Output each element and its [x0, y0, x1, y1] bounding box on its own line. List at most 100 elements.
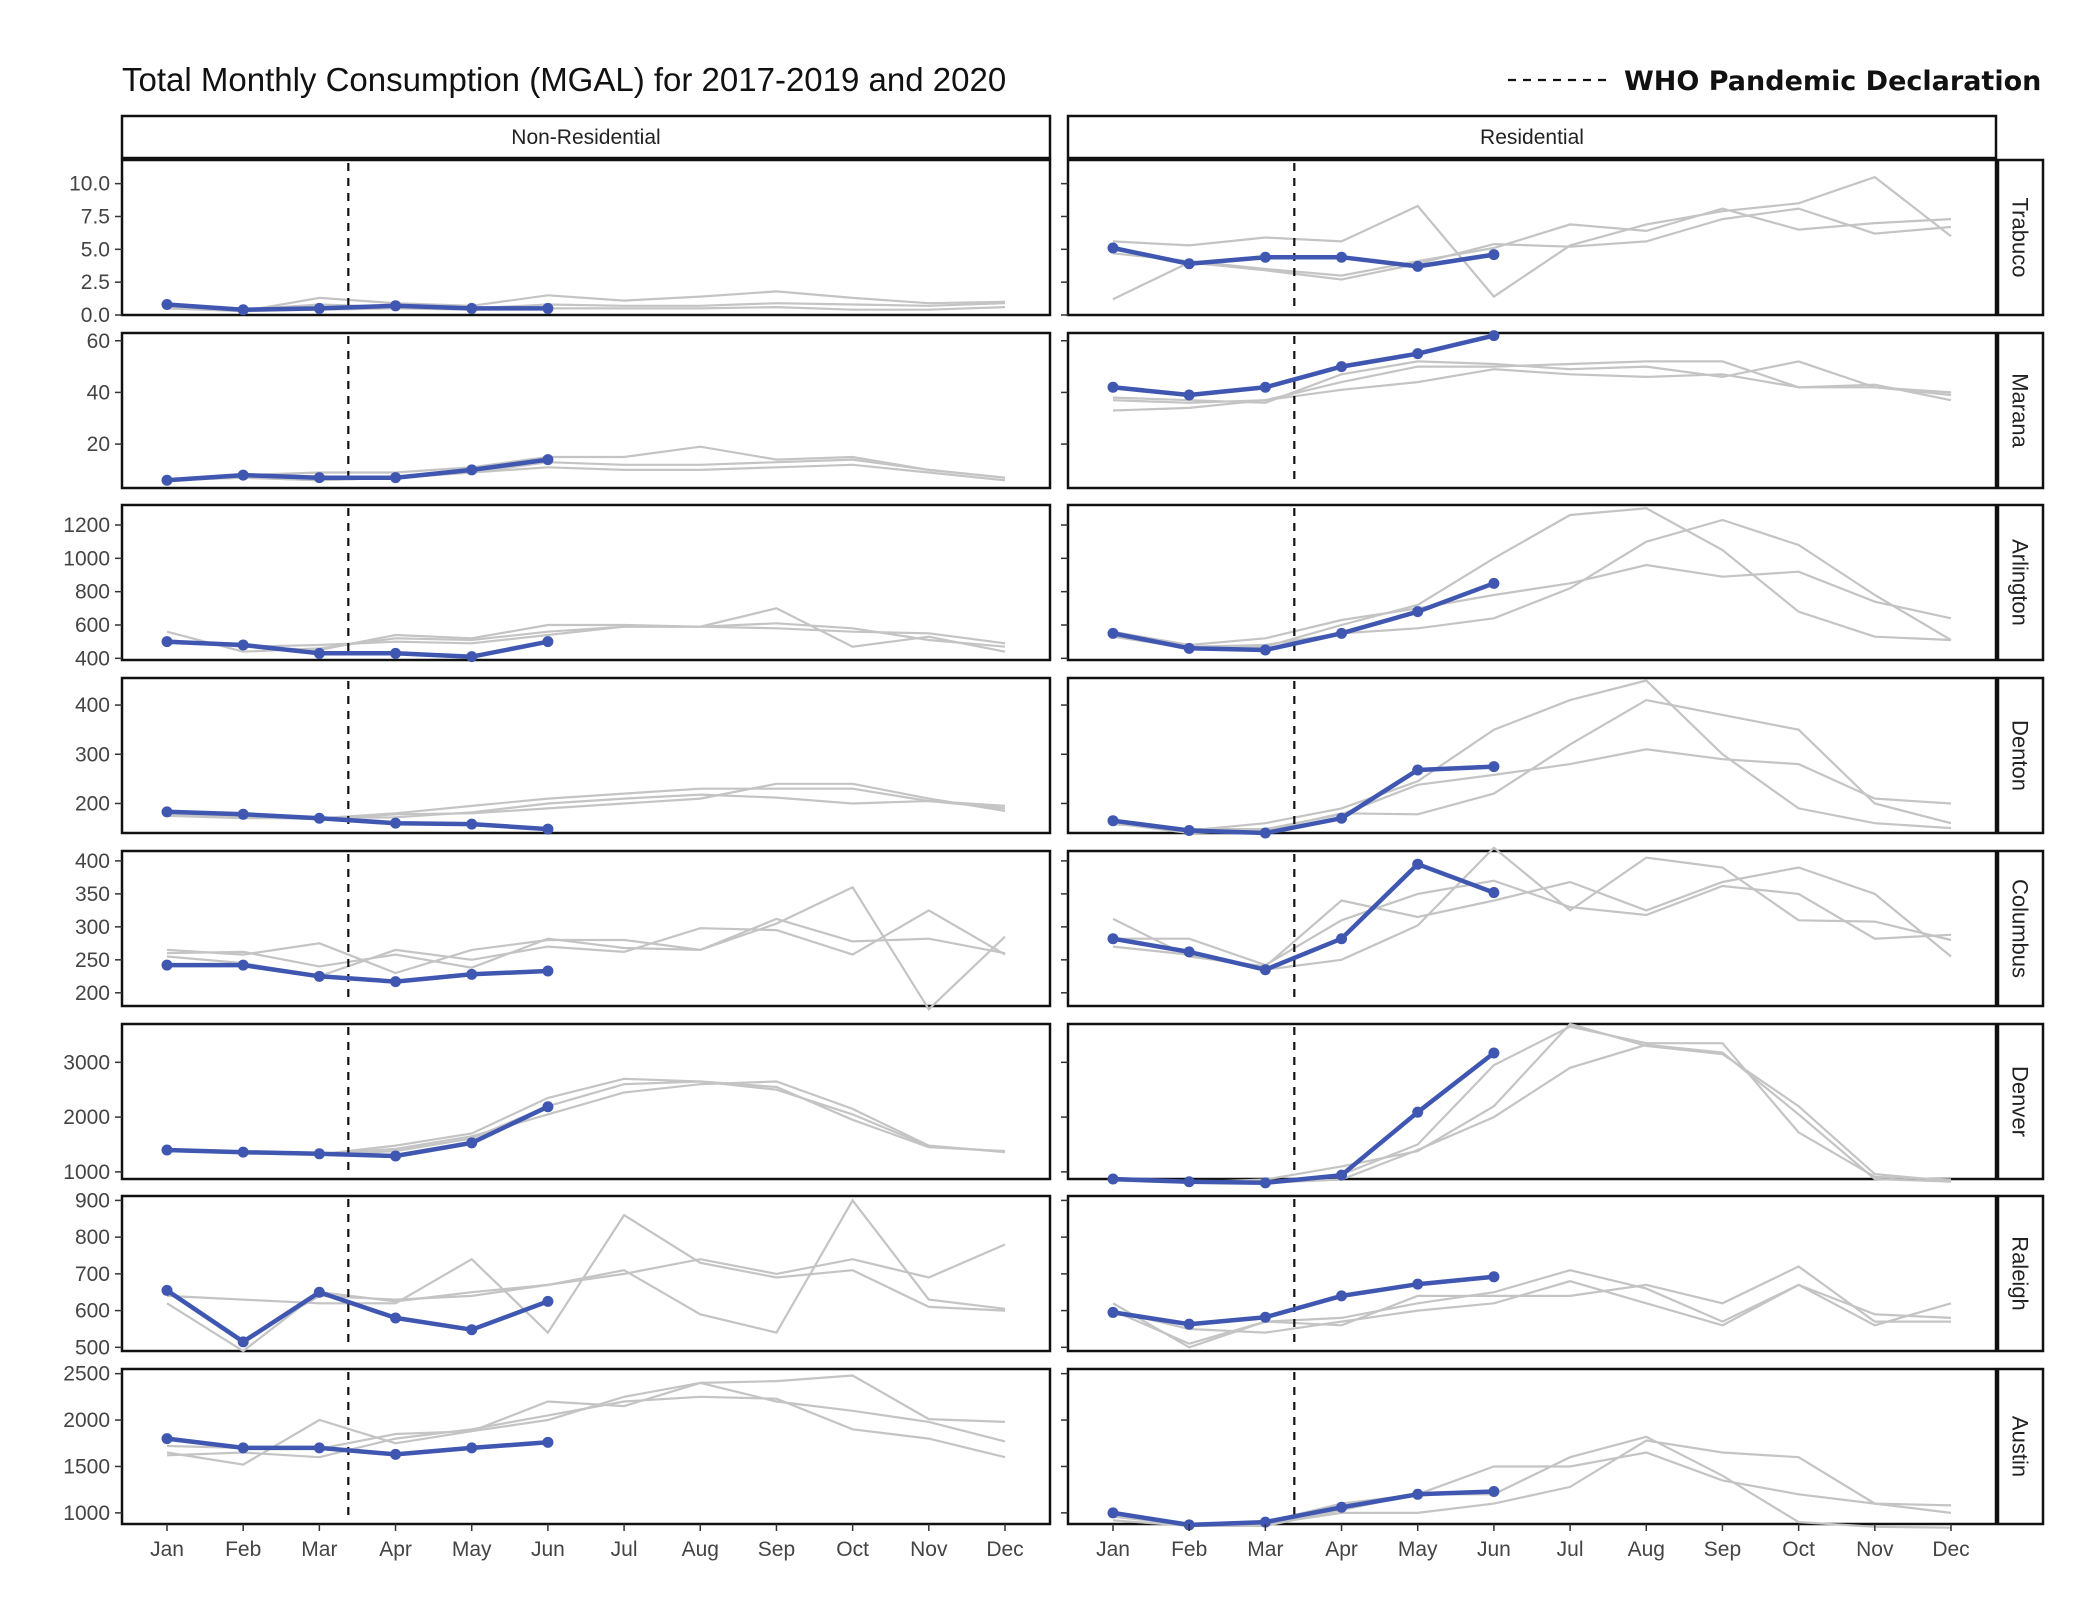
history-series-line	[166, 445, 1006, 482]
series-2020-point	[390, 1312, 402, 1324]
series-2020-point	[1259, 644, 1271, 656]
panel: 200 250 300 350 400	[75, 849, 1052, 1012]
row-strip-label: Denver	[2008, 1066, 2033, 1137]
x-tick-label: Mar	[1247, 1538, 1283, 1561]
series-2020-point	[1259, 251, 1271, 263]
series-2020-point	[542, 636, 554, 648]
panel-frame	[120, 849, 1052, 1008]
series-2020-line	[1112, 333, 1495, 398]
series-2020-point	[1336, 1290, 1348, 1302]
series-2020-point	[466, 1137, 478, 1149]
series-2020-point	[1412, 1488, 1424, 1500]
series-2020-line	[166, 457, 549, 483]
facet-row-marana: Marana 20 40 60	[87, 330, 2045, 490]
x-tick-label: Dec	[986, 1538, 1023, 1561]
x-tick-label: May	[1398, 1538, 1438, 1561]
series-2020-line	[1112, 764, 1495, 836]
x-tick-label: May	[452, 1538, 492, 1561]
series-2020-point	[542, 1295, 554, 1307]
series-2020-point	[1488, 761, 1500, 773]
panel-frame	[1066, 1022, 1998, 1181]
row-strip	[1996, 1022, 2045, 1181]
series-2020-point	[161, 298, 173, 310]
series-2020-point	[161, 636, 173, 648]
y-tick-label: 400	[75, 647, 110, 670]
panel-frame	[1066, 331, 1998, 490]
series-2020-point	[542, 454, 554, 466]
y-tick-label: 5.0	[81, 238, 110, 261]
row-strip	[1996, 849, 2045, 1008]
series-2020-point	[237, 808, 249, 820]
series-2020-point	[1259, 1177, 1271, 1189]
panel	[1061, 503, 1998, 662]
y-tick-label: 200	[75, 792, 110, 815]
series-2020-point	[237, 639, 249, 651]
facet-rows: Trabuco 0.0 2.5 5.0 7.5 10.0 Marana 20 40 60 Arlin…	[63, 158, 2045, 1531]
row-strip	[1996, 158, 2045, 317]
panel: 1000 1500 2000 2500	[63, 1363, 1052, 1526]
series-2020-point	[1259, 381, 1271, 393]
series-2020-point	[1412, 260, 1424, 272]
y-tick-label: 1000	[63, 1161, 110, 1184]
x-tick-label: Aug	[682, 1538, 719, 1561]
y-tick-label: 2500	[63, 1363, 110, 1386]
series-2020-point	[1107, 815, 1119, 827]
series-2020-point	[237, 959, 249, 971]
x-tick-label: Apr	[1325, 1538, 1358, 1561]
panel	[1061, 1367, 1998, 1531]
series-2020-point	[542, 1101, 554, 1113]
x-tick-label: Jul	[611, 1538, 638, 1561]
series-2020-point	[161, 806, 173, 818]
series-2020-point	[1183, 389, 1195, 401]
column-strip	[120, 114, 1052, 160]
series-2020-point	[237, 1442, 249, 1454]
panel: 20 40 60	[87, 330, 1052, 490]
row-strip-label: Arlington	[2008, 539, 2033, 626]
x-tick-label: Mar	[301, 1538, 337, 1561]
panel	[1061, 158, 1998, 317]
series-2020-point	[1183, 258, 1195, 270]
series-2020-point	[1107, 933, 1119, 945]
row-strip	[1996, 1367, 2045, 1526]
y-tick-label: 600	[75, 1300, 110, 1323]
series-2020-point	[1336, 933, 1348, 945]
y-tick-label: 10.0	[69, 173, 110, 196]
facet-row-trabuco: Trabuco 0.0 2.5 5.0 7.5 10.0	[69, 158, 2045, 327]
series-2020-point	[161, 1433, 173, 1445]
series-2020-point	[1183, 642, 1195, 654]
y-tick-label: 200	[75, 982, 110, 1005]
series-2020-point	[1259, 827, 1271, 839]
series-2020-point	[1488, 1486, 1500, 1498]
series-2020-point	[1488, 577, 1500, 589]
facet-row-denton: Denton 200 300 400	[75, 676, 2045, 839]
history-series-line	[1112, 518, 1952, 648]
y-tick-label: 300	[75, 743, 110, 766]
row-strip-label: Austin	[2008, 1416, 2033, 1477]
series-2020-point	[1336, 1169, 1348, 1181]
panel-frame	[120, 331, 1052, 490]
y-tick-label: 1500	[63, 1455, 110, 1478]
y-tick-label: 400	[75, 850, 110, 873]
series-2020-line	[166, 1104, 549, 1159]
series-2020-point	[237, 304, 249, 316]
y-tick-label: 1000	[63, 1502, 110, 1525]
series-2020-point	[1183, 825, 1195, 837]
facet-row-columbus: Columbus 200 250 300 350 400	[75, 846, 2045, 1012]
x-axes: Jan Feb Mar Apr May Jun Jul Aug Sep Oct Nov Dec Jan F…	[150, 1524, 1970, 1561]
series-2020-point	[466, 818, 478, 830]
series-2020-line	[1112, 245, 1495, 269]
series-2020-line	[166, 809, 549, 832]
series-2020-point	[313, 1442, 325, 1454]
row-strip-label: Columbus	[2008, 879, 2033, 978]
panel-frame	[1066, 849, 1998, 1008]
y-tick-label: 800	[75, 581, 110, 604]
history-series-line	[1112, 748, 1952, 831]
series-2020-point	[237, 469, 249, 481]
x-tick-label: Oct	[1782, 1538, 1815, 1561]
series-2020-point	[313, 302, 325, 314]
history-series-line	[1112, 360, 1952, 404]
y-tick-label: 2000	[63, 1409, 110, 1432]
panel	[1061, 1022, 1998, 1189]
history-series-line	[166, 625, 1006, 648]
